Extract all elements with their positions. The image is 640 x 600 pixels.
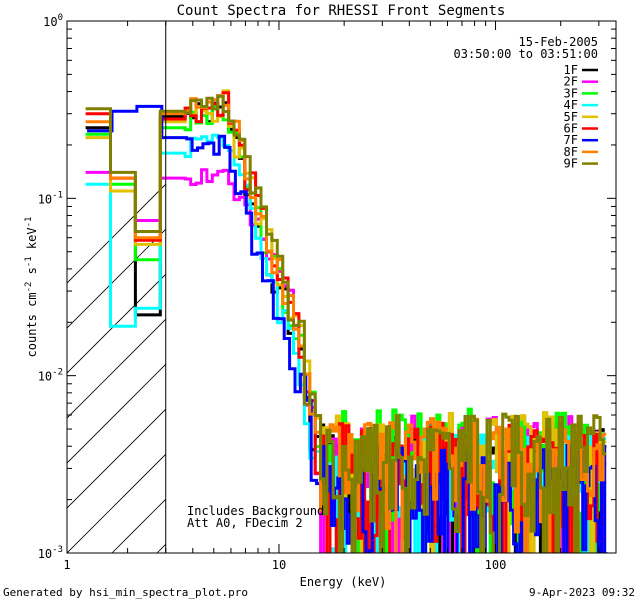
y-tick-label: 10-2	[38, 368, 63, 384]
legend-label: 8F	[564, 145, 578, 159]
series-9f-line	[85, 94, 607, 553]
legend-label: 2F	[564, 75, 578, 89]
footer-generated-by: Generated by hsi_min_spectra_plot.pro	[3, 586, 248, 599]
hatch-line	[67, 363, 166, 464]
legend-label: 4F	[564, 98, 578, 112]
hatch-line	[67, 408, 166, 509]
legend-label: 3F	[564, 86, 578, 100]
legend-label: 5F	[564, 110, 578, 124]
x-axis-label: Energy (keV)	[300, 575, 387, 589]
axes: 1 10 100 10-3 10-2 10-1 100	[38, 13, 616, 572]
series-layer	[85, 89, 608, 553]
series-7f-line	[87, 104, 608, 553]
plot-frame	[66, 20, 617, 554]
y-tick-label: 100	[43, 13, 63, 29]
x-tick-label: 100	[485, 558, 507, 572]
legend-label: 1F	[564, 63, 578, 77]
x-tick-label: 1	[63, 558, 70, 572]
legend-label: 9F	[564, 157, 578, 171]
legend-label: 6F	[564, 122, 578, 136]
annotation-attenuator: Att A0, FDecim 2	[187, 516, 303, 530]
hatch-line	[67, 228, 166, 329]
y-tick-label: 10-1	[38, 190, 63, 206]
hatch-line	[67, 183, 166, 284]
y-tick-label: 10-3	[38, 545, 63, 561]
footer-timestamp: 9-Apr-2023 09:32	[529, 586, 635, 599]
hatch-line	[67, 453, 166, 553]
y-axis-label: counts cm-2 s-1 keV-1	[24, 217, 39, 358]
time-range-label: 03:50:00 to 03:51:00	[454, 47, 599, 61]
legend-label: 7F	[564, 133, 578, 147]
annotation-background: Includes Background	[187, 504, 324, 518]
date-label: 15-Feb-2005	[519, 35, 598, 49]
excluded-region-hatching	[67, 183, 166, 553]
x-tick-label: 10	[272, 558, 286, 572]
chart-title: Count Spectra for RHESSI Front Segments	[177, 3, 506, 19]
